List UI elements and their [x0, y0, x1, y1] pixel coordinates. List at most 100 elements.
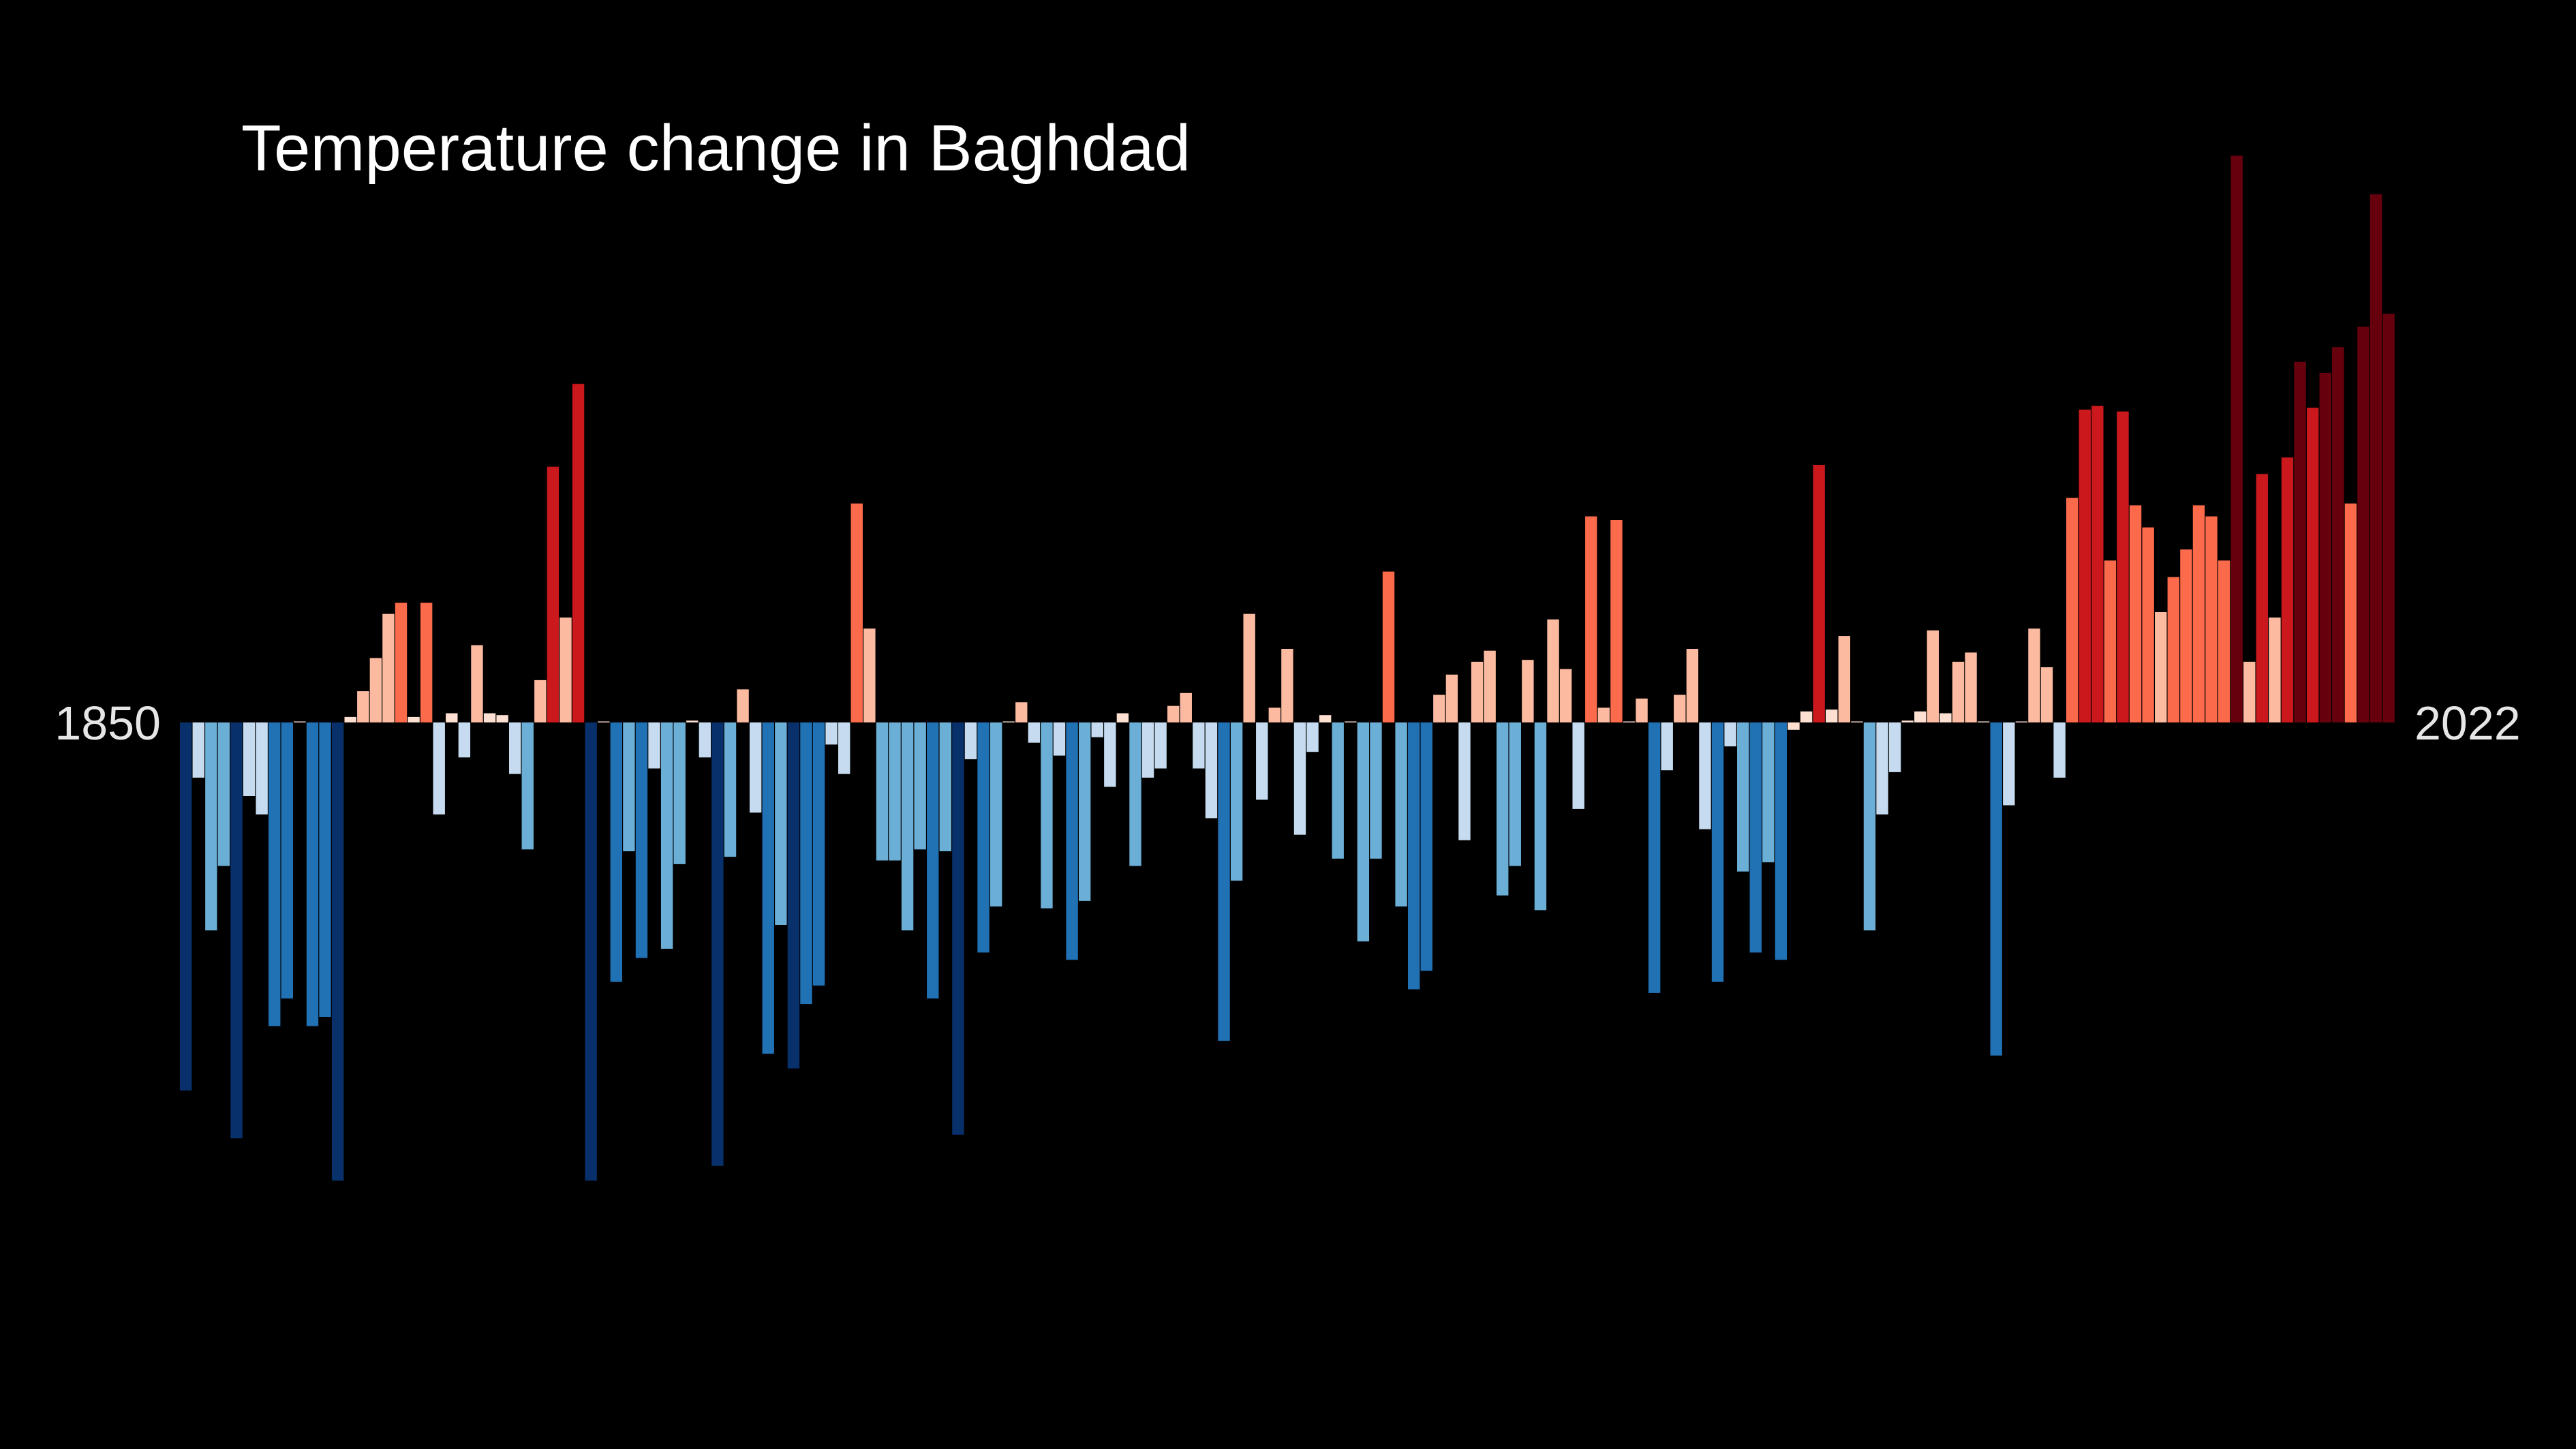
chart-title: Temperature change in Baghdad	[241, 112, 1191, 185]
bars-group	[180, 155, 2395, 1181]
bar-1974	[1749, 722, 1762, 953]
bar-1978	[1800, 711, 1813, 722]
bar-1863	[344, 716, 356, 722]
bar-1922	[1091, 722, 1103, 737]
bar-1875	[496, 715, 508, 722]
bar-1969	[1686, 649, 1699, 722]
bar-1856	[256, 722, 268, 814]
bar-1882	[585, 722, 597, 1181]
bar-1850	[180, 722, 192, 1090]
bar-1965	[1636, 698, 1648, 722]
bar-1865	[369, 658, 382, 722]
bar-1934	[1243, 613, 1255, 722]
bar-1968	[1674, 695, 1686, 722]
bar-1956	[1522, 660, 1534, 722]
bar-1947	[1407, 722, 1420, 990]
bar-1876	[509, 722, 521, 774]
bar-1870	[433, 722, 445, 814]
bar-1851	[192, 722, 204, 778]
bar-2011	[2218, 560, 2230, 722]
bar-2018	[2306, 408, 2319, 722]
bar-1897	[775, 722, 787, 925]
bar-2017	[2294, 361, 2306, 722]
bar-1933	[1230, 722, 1243, 881]
bar-2013	[2243, 661, 2256, 722]
bar-1939	[1306, 722, 1319, 752]
bar-1918	[1041, 722, 1053, 909]
bar-1929	[1180, 692, 1192, 722]
bar-1945	[1382, 571, 1395, 722]
bar-1957	[1534, 722, 1547, 911]
bar-2001	[2091, 406, 2104, 722]
bar-1926	[1141, 722, 1154, 778]
bar-2020	[2332, 347, 2344, 722]
bar-1855	[243, 722, 256, 796]
bar-1960	[1572, 722, 1584, 809]
bar-1915	[1002, 721, 1015, 722]
bar-1986	[1901, 720, 1914, 722]
bar-1885	[623, 722, 635, 851]
bar-1952	[1471, 661, 1484, 722]
bar-2003	[2117, 411, 2129, 722]
bar-2021	[2344, 503, 2357, 722]
bar-1854	[230, 722, 243, 1139]
bar-1928	[1167, 705, 1180, 722]
bar-1900	[812, 722, 825, 986]
bar-1901	[825, 722, 838, 745]
bar-1988	[1927, 630, 1939, 722]
bar-1903	[850, 503, 863, 722]
bar-1907	[901, 722, 914, 931]
bar-1993	[1990, 722, 2002, 1056]
bar-1984	[1876, 722, 1888, 814]
bar-1955	[1509, 722, 1521, 866]
bar-1973	[1736, 722, 1749, 872]
bar-1866	[382, 613, 395, 722]
bar-1892	[711, 722, 724, 1166]
bar-1878	[534, 680, 547, 722]
bar-2016	[2281, 457, 2294, 722]
bar-1904	[863, 628, 876, 722]
bar-1909	[927, 722, 939, 998]
bar-1880	[559, 617, 572, 722]
bar-2023	[2370, 194, 2382, 723]
bar-1970	[1699, 722, 1711, 829]
bar-1999	[2066, 498, 2079, 722]
bar-1962	[1597, 707, 1610, 722]
bar-1923	[1104, 722, 1116, 787]
bar-1867	[395, 603, 408, 722]
bar-1857	[269, 722, 281, 1026]
bar-1972	[1724, 722, 1736, 747]
bar-1998	[2053, 722, 2066, 778]
bar-2014	[2256, 474, 2269, 722]
bar-1927	[1154, 722, 1167, 769]
bar-1869	[420, 603, 433, 722]
bar-2007	[2167, 577, 2179, 722]
bar-1931	[1205, 722, 1218, 819]
bar-1884	[610, 722, 622, 982]
bar-1879	[547, 466, 559, 722]
bar-1883	[598, 721, 610, 722]
bar-1950	[1445, 674, 1458, 722]
bar-1989	[1939, 713, 1952, 722]
bar-1891	[699, 722, 711, 758]
bar-1860	[306, 722, 319, 1026]
bar-1932	[1218, 722, 1230, 1041]
bar-2022	[2357, 326, 2370, 722]
bar-1936	[1268, 707, 1281, 722]
bar-2012	[2230, 155, 2243, 722]
bar-1987	[1914, 711, 1927, 722]
bar-1991	[1965, 652, 1977, 722]
bar-1980	[1826, 710, 1838, 722]
bar-1873	[471, 645, 483, 722]
bar-2010	[2205, 516, 2218, 722]
bar-1871	[446, 713, 458, 722]
bar-2006	[2155, 612, 2167, 722]
bar-1930	[1193, 722, 1205, 769]
bar-1913	[977, 722, 990, 953]
bar-1938	[1293, 722, 1306, 835]
end-year-label: 2022	[2414, 697, 2521, 750]
bar-1917	[1028, 722, 1041, 743]
bar-1874	[483, 713, 496, 722]
